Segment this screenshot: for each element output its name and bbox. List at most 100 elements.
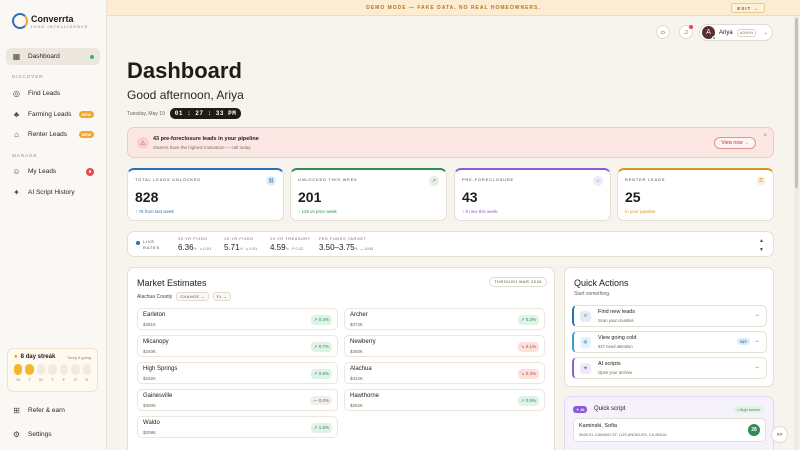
- scroll-thumb[interactable]: [795, 18, 798, 188]
- collapse-panel-button[interactable]: >>: [771, 426, 788, 443]
- sparkle-icon: ✦: [580, 363, 591, 374]
- market-row[interactable]: Newberry $350K ↘ 0.1%: [344, 335, 545, 357]
- market-row[interactable]: Earleton $381K ↗ 0.4%: [137, 308, 338, 330]
- page-scrollbar[interactable]: [794, 16, 799, 450]
- sprout-icon: ♣: [13, 110, 20, 119]
- market-row[interactable]: High Springs $332K ↗ 0.6%: [137, 362, 338, 384]
- sidebar-item-refer[interactable]: ⊞ Refer & earn: [6, 402, 100, 419]
- link-icon: ⛓: [266, 176, 276, 186]
- user-menu[interactable]: A Ariya ADMIN ⌄: [699, 24, 773, 41]
- action-name: AI scripts: [598, 361, 621, 367]
- pre-foreclosure-alert: ⚠ 43 pre-foreclosure leads in your pipel…: [127, 127, 774, 158]
- stat-label: TOTAL LEADS UNLOCKED: [135, 177, 201, 182]
- stat-card-renter-leads[interactable]: RENTER LEADS 25 In your pipeline ⚿: [617, 168, 774, 221]
- logo-mark-icon: [12, 13, 28, 29]
- sidebar-item-label: Settings: [28, 431, 52, 438]
- rates-scroll-control[interactable]: ▲ ▼: [759, 237, 764, 255]
- sidebar-item-ai-script-history[interactable]: ✦ AI Script History: [6, 184, 100, 201]
- exit-button[interactable]: EXIT →: [731, 3, 765, 13]
- action-ai-scripts[interactable]: ✦ AI scripts Open your archive →: [572, 357, 767, 379]
- sun-icon: ☼: [659, 28, 667, 36]
- change-sort-dropdown[interactable]: CHANGE ⌄: [176, 292, 209, 301]
- action-find-new-leads[interactable]: ⌕ Find new leads Scan your counties →: [572, 305, 767, 327]
- quick-script-title: Quick script: [594, 406, 626, 412]
- clock: 01 : 27 : 33 PM: [169, 108, 242, 119]
- sidebar: Converrta LEAD INTELLIGENCE ▦ Dashboard …: [0, 0, 107, 450]
- section-label-manage: MANAGE: [12, 153, 38, 158]
- action-desc: Scan your counties: [598, 318, 634, 323]
- alert-title: 43 pre-foreclosure leads in your pipelin…: [153, 136, 259, 142]
- market-price: $372K: [350, 322, 364, 327]
- theme-toggle-button[interactable]: ☼: [656, 25, 670, 39]
- sidebar-item-label: Dashboard: [28, 53, 60, 60]
- streak-day-letter: M: [16, 377, 20, 382]
- sidebar-item-label: Refer & earn: [28, 407, 65, 414]
- market-name: Earleton: [143, 312, 166, 318]
- stat-value: 25: [625, 189, 641, 205]
- chevron-down-icon[interactable]: ▼: [759, 247, 764, 253]
- sidebar-item-label: My Leads: [28, 168, 57, 175]
- view-now-button[interactable]: View now →: [714, 137, 756, 149]
- close-icon[interactable]: ×: [763, 133, 767, 139]
- notifications-button[interactable]: ♫: [679, 25, 693, 39]
- state-dropdown[interactable]: FL ⌄: [212, 292, 232, 301]
- sidebar-item-renter-leads[interactable]: ⌂ Renter Leads NEW: [6, 126, 100, 143]
- my-leads-count-badge: 6: [86, 167, 94, 176]
- rate-value: 4.59: [270, 243, 286, 252]
- alert-subtitle: Owners have the highest motivation — cal…: [153, 145, 252, 150]
- market-title: Market Estimates: [137, 278, 207, 288]
- date-row: Tuesday, May 19 01 : 27 : 33 PM: [127, 108, 242, 119]
- new-badge: NEW: [78, 131, 94, 138]
- online-indicator: [712, 36, 716, 40]
- avatar: A: [702, 26, 716, 40]
- arrow-right-icon: →: [754, 312, 760, 318]
- chevron-up-icon[interactable]: ▲: [759, 238, 764, 244]
- lead-name: Kaminski, Sofia: [579, 423, 617, 429]
- lead-score: 28: [748, 424, 760, 436]
- sidebar-item-settings[interactable]: ⚙ Settings: [6, 426, 100, 443]
- rate-change: ↗ 0.12: [290, 246, 304, 251]
- market-name: Gainesville: [143, 393, 173, 399]
- quick-script-lead[interactable]: Kaminski, Sofia 9845 EL CAMINO ST, LOS A…: [573, 418, 766, 442]
- action-view-going-cold[interactable]: ❄ View going cold 627 need attention 627…: [572, 331, 767, 353]
- rate-label: 10-YR TREASURY: [270, 237, 311, 241]
- rate-label: FED FUNDS TARGET: [319, 237, 367, 241]
- brand-tagline: LEAD INTELLIGENCE: [31, 23, 89, 29]
- streak-day: [71, 364, 80, 375]
- sidebar-item-farming-leads[interactable]: ♣ Farming Leads NEW: [6, 106, 100, 123]
- sidebar-item-dashboard[interactable]: ▦ Dashboard: [6, 48, 100, 65]
- streak-day: [14, 364, 23, 375]
- quick-script-card: ✦ AI Quick script • High scorer Kaminski…: [564, 396, 774, 450]
- market-row[interactable]: Alachua $332K ↘ 0.3%: [344, 362, 545, 384]
- market-estimates-card: Market Estimates THROUGH MAR 2026 Alachu…: [127, 267, 555, 450]
- stat-subtext: ↑ 8 new this week: [462, 209, 498, 214]
- market-change-badge: ↘ 0.1%: [517, 342, 539, 352]
- market-row[interactable]: Waldo $208K ↗ 1.5%: [137, 416, 338, 438]
- compass-icon: ◎: [13, 89, 20, 98]
- market-row[interactable]: Archer $372K ↗ 0.3%: [344, 308, 545, 330]
- stat-card-unlocked-week[interactable]: UNLOCKED THIS WEEK 201 ↑ 125 vs prior we…: [290, 168, 447, 221]
- market-name: High Springs: [143, 366, 178, 372]
- county-label: Alachua County: [137, 293, 173, 300]
- market-row[interactable]: Hawthorne $252K ↗ 0.5%: [344, 389, 545, 411]
- streak-day-letter: W: [39, 377, 43, 382]
- market-row[interactable]: Micanopy $340K ↗ 0.7%: [137, 335, 338, 357]
- stat-label: RENTER LEADS: [625, 177, 666, 182]
- stat-card-pre-foreclosure[interactable]: PRE-FORECLOSURE 43 ↑ 8 new this week ⌂: [454, 168, 611, 221]
- arrow-right-icon: →: [754, 338, 760, 344]
- sidebar-item-find-leads[interactable]: ◎ Find Leads: [6, 85, 100, 102]
- streak-day-letter: T: [51, 377, 54, 382]
- home-icon: ⌂: [14, 130, 19, 139]
- current-date: Tuesday, May 19: [127, 110, 165, 117]
- stat-card-total-leads[interactable]: TOTAL LEADS UNLOCKED 828 ↑ 76 from last …: [127, 168, 284, 221]
- market-price: $340K: [143, 349, 157, 354]
- house-icon: ⌂: [593, 176, 603, 186]
- action-name: View going cold: [598, 335, 637, 341]
- brand-logo[interactable]: Converrta LEAD INTELLIGENCE: [12, 13, 88, 29]
- demo-banner: DEMO MODE — FAKE DATA. NO REAL HOMEOWNER…: [107, 0, 800, 16]
- market-row[interactable]: Gainesville $300K — 0.0%: [137, 389, 338, 411]
- notification-dot: [689, 25, 693, 29]
- live-indicator: [136, 241, 140, 245]
- through-date-badge: THROUGH MAR 2026: [489, 277, 547, 287]
- sidebar-item-my-leads[interactable]: ☺ My Leads 6: [6, 163, 100, 180]
